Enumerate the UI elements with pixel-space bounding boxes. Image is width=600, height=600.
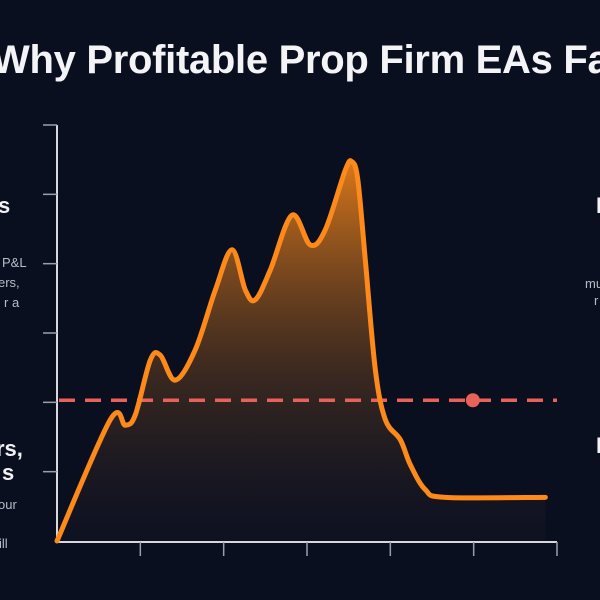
slide-title: Why Profitable Prop Firm EAs Fa	[0, 38, 600, 82]
right-body-fragment: mu	[585, 276, 600, 291]
right-heading-fragment: I	[596, 433, 600, 458]
left-heading-fragment: s	[2, 460, 15, 485]
left-heading-fragment: s	[0, 193, 11, 218]
left-heading-fragment: rs,	[0, 436, 23, 461]
right-body-fragment: r	[594, 293, 599, 308]
left-body-fragment: our	[0, 497, 17, 512]
left-body-fragment: ill	[0, 536, 8, 551]
left-body-fragment: ers,	[0, 275, 20, 290]
equity-area-fill	[57, 160, 546, 541]
threshold-marker-dot	[465, 393, 480, 408]
equity-curve	[54, 158, 548, 544]
right-heading-fragment: I	[596, 193, 600, 218]
left-body-fragment: P&L	[2, 255, 27, 270]
left-body-fragment: r a	[4, 295, 20, 310]
